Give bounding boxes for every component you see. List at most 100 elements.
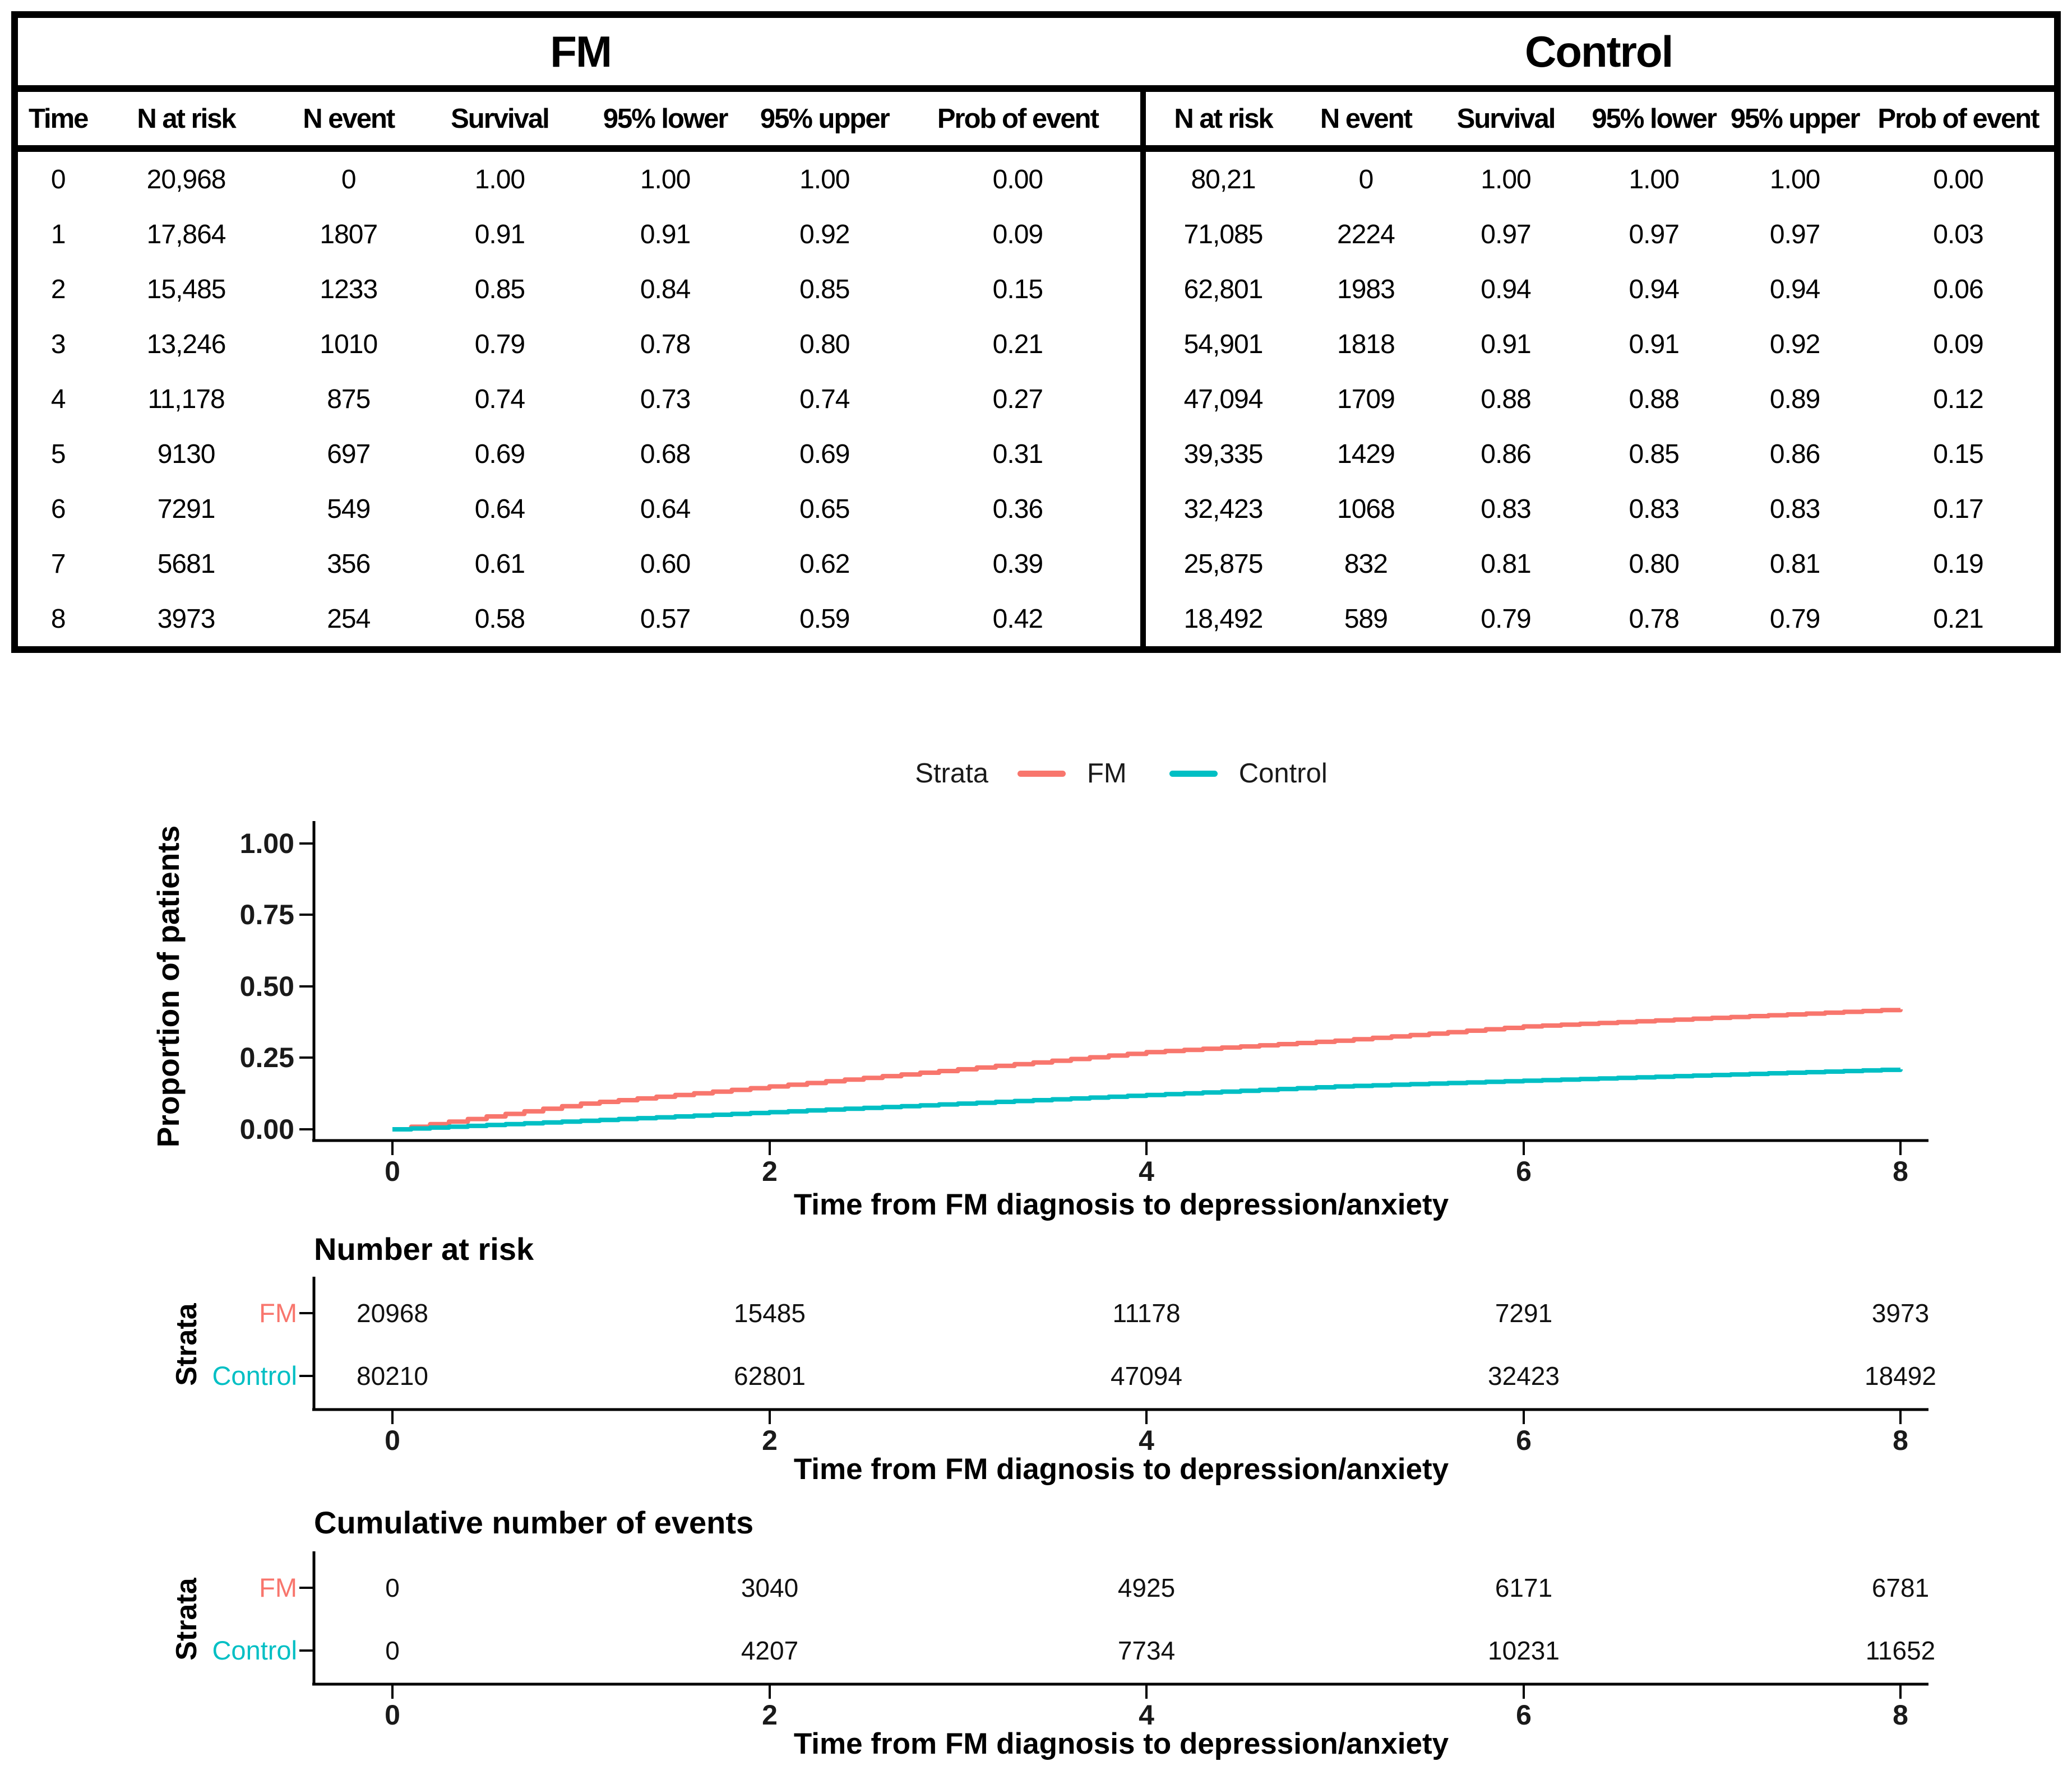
summary-cell: 0.73 — [640, 384, 691, 414]
summary-cell: 0.36 — [992, 494, 1043, 524]
table-row: 7 5681 356 0.61 0.60 0.62 0.39 25,875 83… — [15, 536, 2057, 591]
x-axis-label: Time from FM diagnosis to depression/anx… — [793, 1188, 1449, 1221]
summary-cell: 1.00 — [799, 164, 850, 194]
events-row-label-control: Control — [212, 1635, 297, 1665]
legend-item-label: Control — [1238, 758, 1328, 789]
summary-cell: 0.15 — [992, 274, 1043, 304]
summary-cell: 32,423 — [1140, 481, 1301, 536]
y-tick-label: 0.25 — [239, 1042, 294, 1073]
summary-cell: 1.00 — [640, 164, 691, 194]
summary-cell: 0.91 — [1629, 329, 1679, 359]
summary-cell: 0.09 — [992, 219, 1043, 249]
summary-cell: 0.58 — [474, 604, 525, 634]
x-tick-label: 4 — [1139, 1425, 1154, 1456]
summary-cell: 9130 — [157, 439, 216, 469]
summary-cell: 3 — [50, 329, 66, 359]
summary-cell: 0.09 — [1933, 329, 1983, 359]
summary-cell: 0.84 — [640, 274, 691, 304]
table-row: 6 7291 549 0.64 0.64 0.65 0.36 32,423 10… — [15, 481, 2057, 536]
summary-cell: 0 — [1358, 164, 1374, 194]
table-row: 3 13,246 1010 0.79 0.78 0.80 0.21 54,901… — [15, 317, 2057, 372]
x-tick-label: 2 — [762, 1425, 778, 1456]
summary-cell: 54,901 — [1140, 317, 1301, 372]
summary-cell: 0.80 — [799, 329, 850, 359]
summary-cell: 11,178 — [147, 384, 225, 414]
summary-cell: 1.00 — [474, 164, 525, 194]
summary-cell: 13,246 — [146, 329, 226, 359]
summary-cell: 71,085 — [1140, 207, 1301, 262]
summary-cell: 0.60 — [640, 549, 691, 579]
summary-cell: 0.64 — [474, 494, 525, 524]
summary-cell: 0.27 — [992, 384, 1043, 414]
summary-cell: 0.83 — [1769, 494, 1820, 524]
control-curve — [392, 1067, 1903, 1132]
col-header: Survival — [1431, 89, 1581, 152]
summary-cell: 0.21 — [1933, 604, 1983, 634]
summary-cell: 254 — [327, 604, 371, 634]
summary-cell: 0 — [50, 164, 66, 194]
control-line-swatch — [1169, 770, 1218, 777]
risk-value: 20968 — [357, 1299, 428, 1328]
summary-cell: 0.68 — [640, 439, 691, 469]
summary-cell: 1429 — [1337, 439, 1395, 469]
summary-cell: 17,864 — [146, 219, 226, 249]
x-tick-label: 0 — [385, 1156, 400, 1187]
summary-cell: 0.61 — [474, 549, 525, 579]
summary-cell: 0.80 — [1629, 549, 1679, 579]
col-header: N event — [274, 89, 423, 152]
summary-cell: 875 — [327, 384, 371, 414]
summary-cell: 39,335 — [1140, 427, 1301, 481]
summary-table: FM Control Time N at risk N event Surviv… — [11, 11, 2061, 653]
events-value: 3040 — [741, 1573, 799, 1602]
events-value: 7734 — [1117, 1636, 1176, 1665]
summary-cell: 0.62 — [799, 549, 850, 579]
summary-cell: 0 — [341, 164, 357, 194]
x-axis-label: Time from FM diagnosis to depression/anx… — [793, 1453, 1449, 1486]
risk-value: 3973 — [1871, 1299, 1930, 1328]
risk-value: 62801 — [734, 1361, 806, 1390]
table-row: 0 20,968 0 1.00 1.00 1.00 0.00 80,21 0 1… — [15, 149, 2057, 207]
summary-cell: 0.92 — [1769, 329, 1820, 359]
summary-cell: 0.91 — [640, 219, 691, 249]
risk-value: 11178 — [1112, 1299, 1181, 1328]
summary-cell: 0.79 — [1481, 604, 1531, 634]
summary-cell: 5 — [50, 439, 66, 469]
summary-cell: 20,968 — [146, 164, 226, 194]
summary-cell: 0.74 — [474, 384, 525, 414]
summary-cell: 0.78 — [640, 329, 691, 359]
events-value: 10231 — [1488, 1636, 1560, 1665]
col-header: Prob of event — [895, 89, 1144, 152]
summary-cell: 2224 — [1337, 219, 1395, 249]
summary-cell: 0.19 — [1933, 549, 1983, 579]
col-header: N at risk — [98, 89, 274, 152]
summary-cell: 1.00 — [1481, 164, 1531, 194]
summary-cell: 0.00 — [1933, 164, 1983, 194]
summary-cell: 1010 — [320, 329, 378, 359]
summary-cell: 0.91 — [1481, 329, 1531, 359]
summary-cell: 0.85 — [474, 274, 525, 304]
column-header-row: Time N at risk N event Survival 95% lowe… — [15, 89, 2057, 152]
x-tick-label: 4 — [1139, 1156, 1154, 1187]
summary-cell: 8 — [50, 604, 66, 634]
summary-cell: 7 — [50, 549, 66, 579]
summary-cell: 0.12 — [1933, 384, 1983, 414]
y-axis-label: Proportion of patients — [151, 825, 186, 1148]
group-header-fm: FM — [15, 15, 1144, 92]
risk-table-title: Number at risk — [314, 1231, 534, 1267]
events-value: 4207 — [741, 1636, 799, 1665]
x-tick-label: 2 — [762, 1699, 778, 1731]
summary-cell: 0.94 — [1481, 274, 1531, 304]
summary-cell: 0.92 — [799, 219, 850, 249]
summary-cell: 0.64 — [640, 494, 691, 524]
summary-cell: 0.21 — [992, 329, 1043, 359]
summary-cell: 0.79 — [1769, 604, 1820, 634]
summary-cell: 0.94 — [1769, 274, 1820, 304]
summary-cell: 0.79 — [474, 329, 525, 359]
summary-cell: 0.00 — [992, 164, 1043, 194]
y-tick-label: 0.75 — [239, 899, 294, 930]
col-header: N at risk — [1140, 89, 1301, 152]
y-tick-label: 1.00 — [239, 828, 294, 859]
summary-cell: 0.86 — [1481, 439, 1531, 469]
table-row: 8 3973 254 0.58 0.57 0.59 0.42 18,492 58… — [15, 591, 2057, 650]
summary-cell: 47,094 — [1140, 372, 1301, 427]
